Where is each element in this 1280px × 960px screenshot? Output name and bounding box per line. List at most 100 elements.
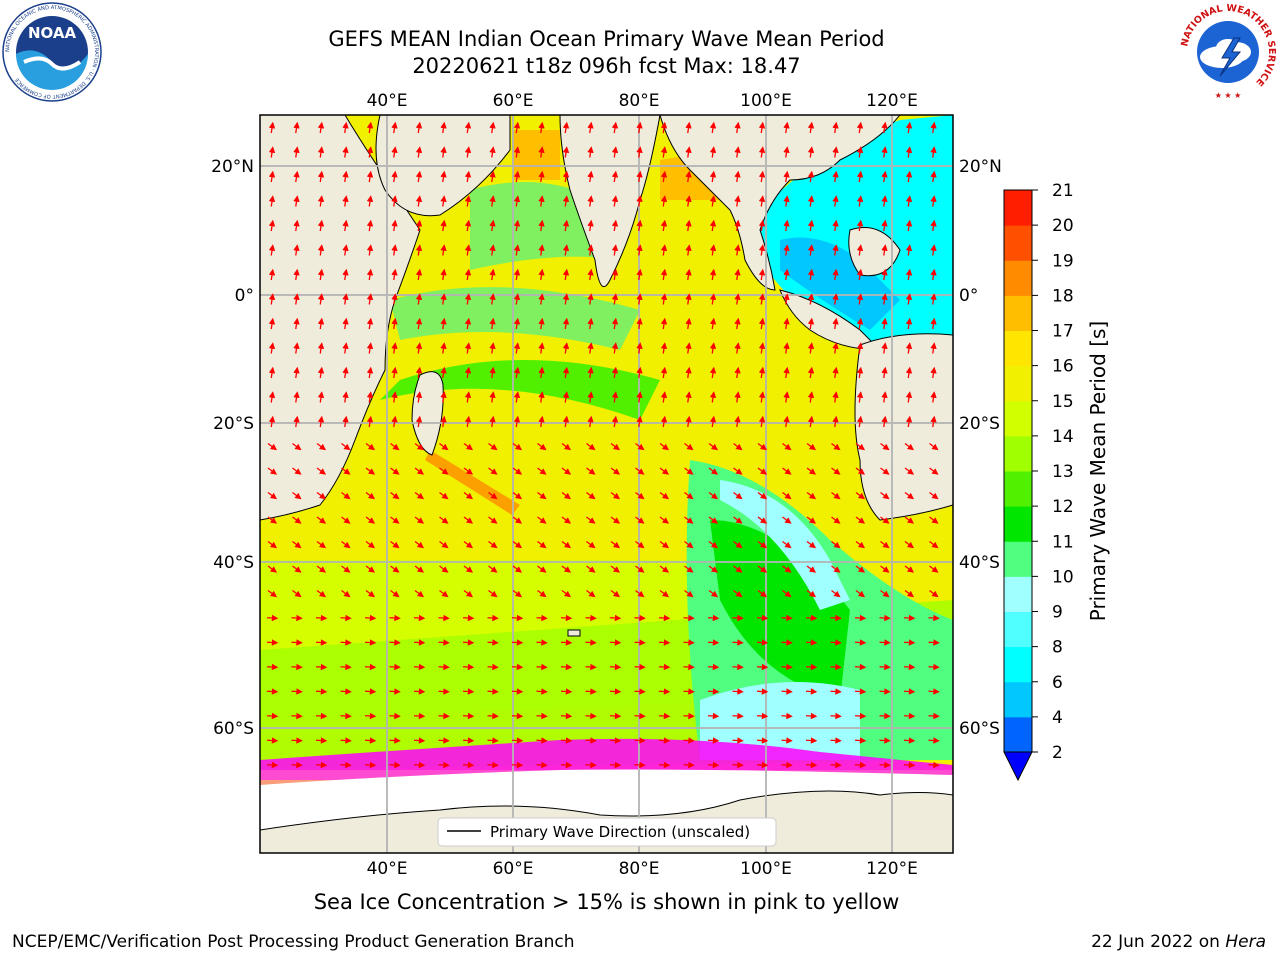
direction-arrow — [830, 688, 842, 695]
direction-arrow — [513, 293, 521, 305]
direction-arrow — [635, 516, 645, 524]
direction-arrow — [756, 688, 769, 695]
direction-arrow — [830, 639, 842, 646]
direction-arrow — [464, 268, 472, 281]
direction-arrow — [511, 614, 524, 622]
direction-arrow — [463, 442, 474, 451]
direction-arrow — [536, 688, 548, 695]
direction-arrow — [930, 268, 937, 281]
direction-arrow — [734, 268, 741, 281]
direction-arrow — [855, 540, 866, 549]
direction-arrow — [536, 737, 548, 744]
direction-arrow — [635, 589, 645, 598]
direction-arrow — [733, 565, 743, 573]
direction-arrow — [609, 663, 622, 671]
direction-arrow — [464, 121, 472, 134]
lon-label-bottom: 60°E — [493, 859, 534, 879]
direction-arrow — [807, 391, 815, 403]
direction-arrow — [783, 366, 790, 379]
direction-arrow — [415, 366, 423, 379]
direction-arrow — [634, 663, 646, 671]
direction-arrow — [291, 761, 303, 769]
direction-arrow — [709, 244, 717, 256]
direction-arrow — [683, 688, 695, 695]
direction-arrow — [733, 467, 743, 475]
direction-arrow — [707, 737, 720, 744]
direction-arrow — [587, 268, 594, 281]
colorbar-segment — [1004, 541, 1032, 577]
direction-arrow — [856, 195, 864, 207]
direction-arrow — [293, 244, 300, 256]
sea-ice-caption: Sea Ice Concentration > 15% is shown in … — [313, 890, 900, 914]
direction-arrow — [881, 342, 888, 354]
direction-arrow — [879, 614, 891, 622]
colorbar-segment — [1004, 471, 1032, 507]
direction-arrow — [685, 121, 692, 134]
direction-arrow — [538, 342, 545, 354]
direction-arrow — [856, 146, 864, 158]
direction-arrow — [756, 639, 769, 646]
lat-label-left: 40°S — [213, 553, 254, 573]
direction-arrow — [366, 391, 374, 403]
direction-arrow — [587, 342, 594, 354]
direction-arrow — [487, 688, 499, 695]
direction-arrow — [659, 565, 670, 573]
direction-arrow — [732, 614, 744, 622]
direction-arrow — [807, 317, 815, 330]
colorbar-segment — [1004, 365, 1032, 402]
direction-arrow — [806, 442, 817, 451]
direction-arrow — [683, 712, 695, 720]
direction-arrow — [438, 688, 450, 695]
direction-arrow — [734, 391, 741, 403]
direction-arrow — [316, 540, 327, 549]
direction-arrow — [734, 219, 741, 232]
direction-arrow — [587, 121, 594, 134]
direction-arrow — [292, 491, 302, 500]
lat-label-left: 60°S — [213, 719, 254, 739]
direction-arrow — [537, 516, 547, 524]
direction-arrow — [489, 146, 496, 158]
direction-arrow — [609, 614, 622, 622]
direction-arrow — [930, 244, 937, 256]
direction-arrow — [709, 342, 717, 354]
direction-arrow — [413, 761, 426, 769]
direction-arrow — [733, 540, 743, 549]
direction-arrow — [291, 737, 303, 744]
direction-arrow — [512, 516, 523, 524]
direction-arrow — [757, 565, 768, 573]
direction-arrow — [488, 467, 498, 475]
direction-arrow — [293, 293, 300, 305]
direction-arrow — [538, 366, 545, 379]
direction-arrow — [365, 442, 376, 451]
direction-arrow — [391, 293, 398, 305]
direction-arrow — [928, 614, 940, 622]
direction-arrow — [291, 712, 303, 720]
direction-arrow — [267, 516, 278, 524]
direction-arrow — [856, 293, 864, 305]
chart-subtitle: 20220621 t18z 096h fcst Max: 18.47 — [412, 54, 801, 78]
direction-arrow — [512, 565, 523, 573]
direction-arrow — [512, 442, 523, 451]
colorbar-tick-label: 16 — [1052, 357, 1074, 377]
direction-arrow — [390, 565, 400, 573]
direction-arrow — [561, 589, 572, 598]
direction-arrow — [512, 467, 523, 475]
direction-arrow — [342, 293, 349, 305]
direction-arrow — [881, 121, 888, 134]
direction-arrow — [781, 761, 793, 769]
direction-arrow — [783, 146, 790, 158]
direction-arrow — [707, 688, 720, 695]
direction-arrow — [658, 614, 671, 622]
direction-arrow — [854, 663, 867, 671]
direction-arrow — [758, 219, 766, 232]
direction-arrow — [537, 589, 547, 598]
colorbar: 2 4 6 8 9 10 11 12 13 14 15 16 17 18 19 20 21 Primary Wa… — [1003, 181, 1110, 782]
direction-arrow — [636, 415, 643, 428]
colorbar-tick-label: 13 — [1052, 462, 1074, 482]
direction-arrow — [928, 712, 940, 720]
direction-arrow — [807, 121, 815, 134]
direction-arrow — [586, 540, 596, 549]
direction-arrow — [562, 170, 570, 183]
direction-arrow — [462, 663, 475, 671]
colorbar-tick-label: 14 — [1052, 427, 1074, 447]
